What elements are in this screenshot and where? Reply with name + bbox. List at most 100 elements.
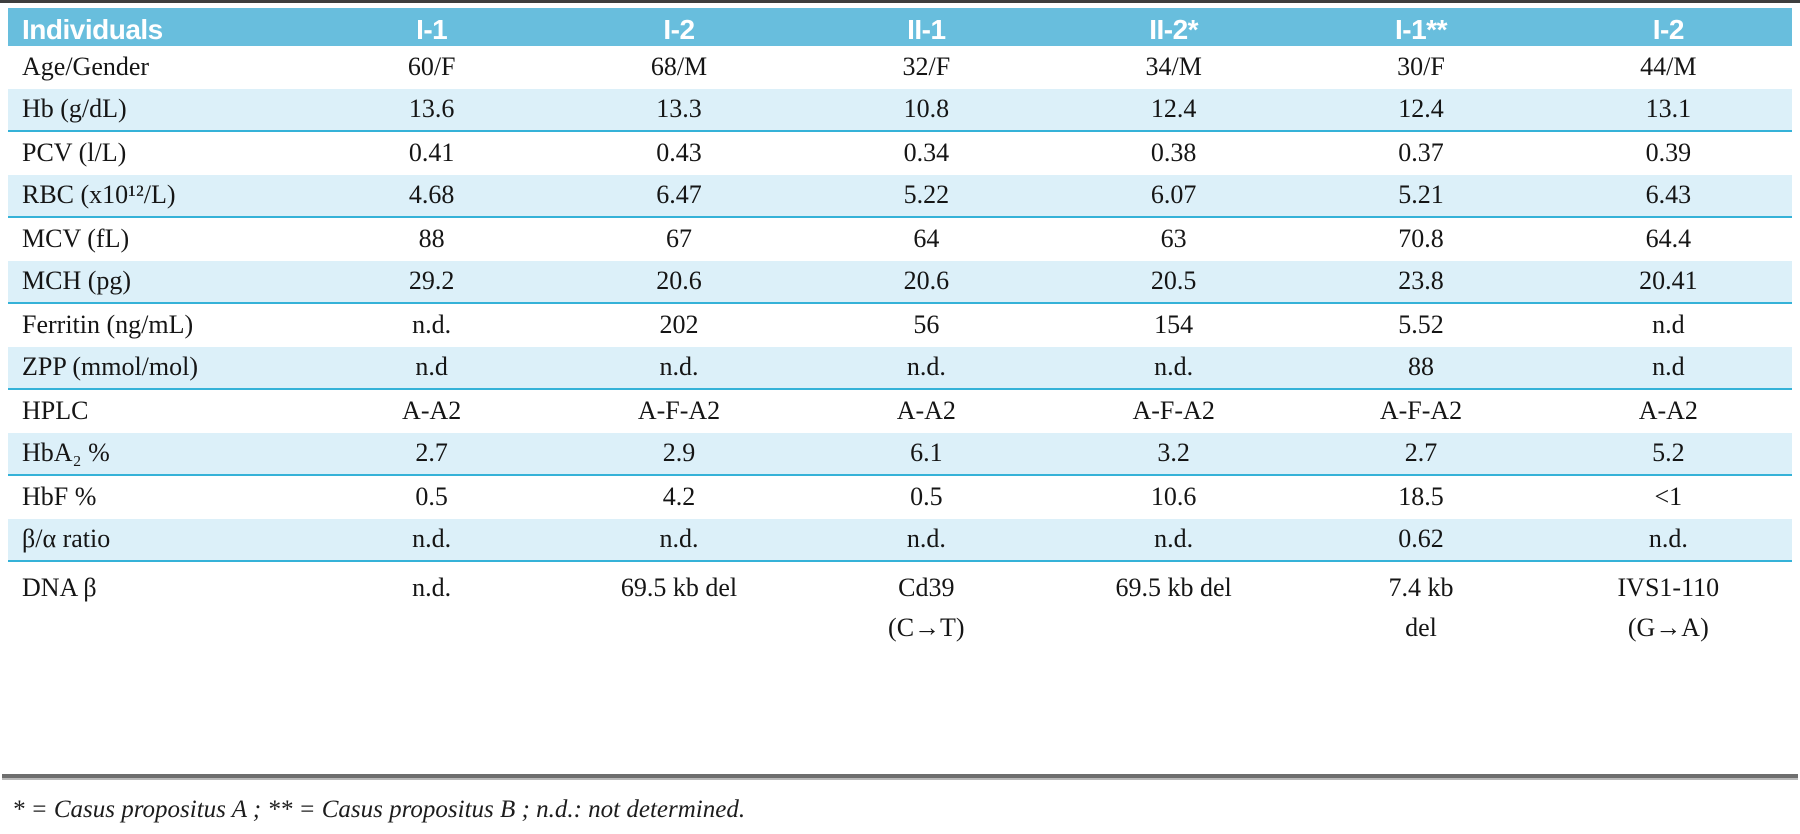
table-cell: 0.62: [1398, 524, 1444, 554]
table-cell: 20.6: [656, 266, 702, 296]
table-cell: A-F-A2: [1132, 396, 1215, 426]
table-cell: n.d.: [1648, 524, 1688, 554]
table-cell: 6.43: [1645, 180, 1692, 210]
table-cell: 13.6: [408, 94, 455, 124]
table-cell: 7.4 kb del: [1388, 573, 1454, 643]
table-cell: n.d.: [659, 352, 699, 382]
table-bottom-rule: [2, 774, 1798, 780]
table-row: Ferritin (ng/mL) n.d. 202 56 154 5.52 n.d: [8, 304, 1792, 347]
table-cell: 63: [1160, 224, 1187, 254]
table-cell: 6.1: [910, 438, 943, 468]
table-footnote: * = Casus propositus A ; ** = Casus prop…: [12, 796, 746, 823]
table-cell: n.d: [1652, 352, 1685, 382]
table-cell: n.d.: [659, 524, 699, 554]
table-row: Age/Gender 60/F 68/M 32/F 34/M 30/F 44/M: [8, 46, 1792, 89]
table-cell: 0.38: [1150, 138, 1197, 168]
table-row: β/α ratio n.d. n.d. n.d. n.d. 0.62 n.d.: [8, 519, 1792, 562]
row-label: HPLC: [22, 396, 89, 426]
table-cell: 2.7: [1404, 438, 1438, 468]
table-cell: A-A2: [402, 396, 462, 426]
table-cell: 5.2: [1652, 438, 1685, 468]
table-cell: 30/F: [1397, 52, 1445, 82]
table-cell: 64: [913, 224, 940, 254]
table-cell: 68/M: [650, 52, 708, 82]
table-cell: 6.07: [1150, 180, 1197, 210]
table-cell: 0.5: [415, 482, 448, 512]
table-cell: 20.6: [903, 266, 950, 296]
table-cell: 202: [659, 310, 699, 340]
table-row: MCH (pg) 29.2 20.6 20.6 20.5 23.8 20.41: [8, 261, 1792, 304]
table-cell: 10.6: [1150, 482, 1197, 512]
table-row: HPLC A-A2 A-F-A2 A-A2 A-F-A2 A-F-A2 A-A2: [8, 390, 1792, 433]
table-header-row: Individuals I-1 I-2 II-1 II-2* I-1** I-2: [8, 8, 1792, 46]
table-cell: 60/F: [407, 52, 456, 82]
table-top-rule: [0, 0, 1800, 3]
table-cell: 69.5 kb del: [620, 573, 738, 602]
table-body: Age/Gender 60/F 68/M 32/F 34/M 30/F 44/M Hb (g/…: [8, 46, 1792, 658]
table-cell: 70.8: [1398, 224, 1444, 254]
row-label: HbA₂ %: [22, 438, 110, 468]
row-label: MCH (pg): [22, 266, 132, 296]
row-label: RBC (x10¹²/L): [22, 180, 176, 210]
table-cell: 12.4: [1150, 94, 1197, 124]
table-cell: 34/M: [1145, 52, 1202, 82]
table-row: HbA₂ % 2.7 2.9 6.1 3.2 2.7 5.2: [8, 433, 1792, 476]
table-cell: 0.34: [903, 138, 950, 168]
column-header: I-1**: [1395, 14, 1447, 45]
table-cell: 23.8: [1398, 266, 1444, 296]
column-header: I-1: [416, 14, 448, 45]
table-cell: 88: [1407, 352, 1434, 382]
table-row: ZPP (mmol/mol) n.d n.d. n.d. n.d. 88 n.d: [8, 347, 1792, 390]
column-header: II-1: [907, 14, 946, 45]
table-cell: Cd39 (C→T): [888, 573, 965, 643]
table-cell: n.d.: [1154, 524, 1194, 554]
table-cell: 0.37: [1398, 138, 1444, 168]
table-cell: 4.68: [408, 180, 455, 210]
table-cell: 0.39: [1645, 138, 1692, 168]
table-cell: 20.41: [1639, 266, 1698, 296]
table-cell: IVS1-110 (G→A): [1617, 573, 1720, 643]
table-cell: n.d.: [412, 524, 452, 554]
clinical-data-table: Individuals I-1 I-2 II-1 II-2* I-1** I-2 Age/G…: [0, 8, 1800, 658]
row-label: DNA β: [22, 573, 97, 602]
table-row: HbF % 0.5 4.2 0.5 10.6 18.5 <1: [8, 476, 1792, 519]
row-label: ZPP (mmol/mol): [22, 352, 198, 382]
table-cell: 6.47: [656, 180, 702, 210]
table-cell: 29.2: [408, 266, 455, 296]
table-cell: 64.4: [1645, 224, 1692, 254]
column-header: I-2: [1652, 14, 1685, 45]
table-cell: 18.5: [1398, 482, 1444, 512]
table-row: RBC (x10¹²/L) 4.68 6.47 5.22 6.07 5.21 6.43: [8, 175, 1792, 218]
table-cell: 0.41: [408, 138, 455, 168]
table-cell: 13.3: [656, 94, 702, 124]
table-cell: 5.22: [903, 180, 950, 210]
table-cell: 0.5: [910, 482, 943, 512]
table-row: DNA β n.d. 69.5 kb del Cd39 (C→T) 69.5 kb de…: [8, 562, 1792, 658]
table-cell: <1: [1654, 482, 1683, 512]
column-header: II-2*: [1149, 14, 1199, 45]
table-cell: n.d.: [906, 352, 946, 382]
table-cell: 69.5 kb del: [1115, 573, 1232, 602]
table-cell: A-F-A2: [1379, 396, 1463, 426]
table-bottom-spacer: [0, 658, 1800, 774]
row-label: MCV (fL): [22, 224, 130, 254]
table-row: MCV (fL) 88 67 64 63 70.8 64.4: [8, 218, 1792, 261]
table-cell: 5.52: [1398, 310, 1444, 340]
table-cell: A-A2: [896, 396, 956, 426]
table-cell: 2.9: [662, 438, 696, 468]
table-cell: n.d.: [1154, 352, 1194, 382]
row-label: Age/Gender: [22, 52, 150, 82]
table-cell: 13.1: [1645, 94, 1692, 124]
row-label: HbF %: [22, 482, 97, 512]
row-label: Hb (g/dL): [22, 94, 127, 124]
column-header-individuals: Individuals: [22, 14, 163, 45]
table-cell: 4.2: [662, 482, 696, 512]
row-label: β/α ratio: [22, 524, 111, 554]
table-cell: 56: [913, 310, 940, 340]
table-cell: 32/F: [902, 52, 951, 82]
table-cell: 0.43: [656, 138, 702, 168]
table-cell: 2.7: [415, 438, 448, 468]
table-cell: 154: [1154, 310, 1194, 340]
table-cell: 67: [665, 224, 692, 254]
table-row: PCV (l/L) 0.41 0.43 0.34 0.38 0.37 0.39: [8, 132, 1792, 175]
